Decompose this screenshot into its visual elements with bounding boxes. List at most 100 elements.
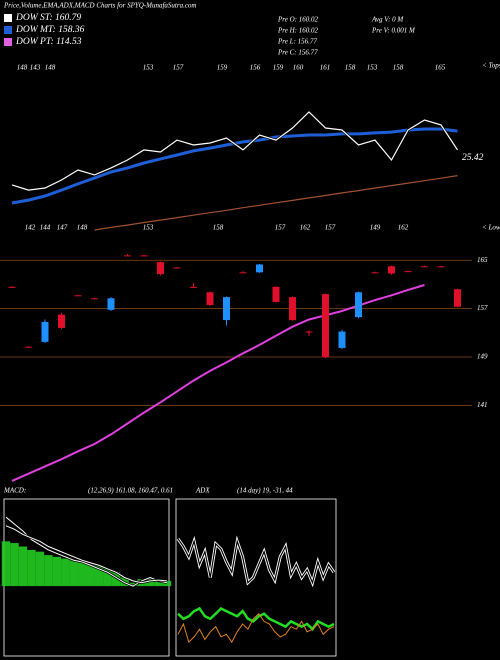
legend-swatch: [4, 38, 12, 46]
legend-label: DOW PT: 114.53: [15, 37, 82, 47]
candle-body: [58, 314, 65, 328]
legend-label: DOW MT: 158.36: [15, 25, 85, 35]
top-label: 161: [320, 64, 331, 72]
top-label: 159: [273, 64, 284, 72]
candle-body: [437, 266, 445, 268]
candle-body: [206, 292, 214, 305]
macd-label: (12,26,9) 161.08, 160.47, 0.61: [88, 487, 173, 495]
candle-body: [289, 297, 296, 321]
low-label: 147: [57, 224, 68, 232]
adx-line: [177, 612, 335, 644]
macd-histogram-bar: [162, 580, 172, 587]
stat: Pre C: 156.77: [277, 49, 318, 57]
low-label: 158: [213, 224, 224, 232]
candle-body: [256, 264, 263, 273]
candle-body: [272, 286, 280, 302]
macd-histogram-bar: [128, 582, 138, 587]
candle-body: [91, 298, 98, 300]
macd-histogram-bar: [27, 549, 36, 587]
candle-body: [305, 331, 313, 333]
y-tick-label: 141: [477, 401, 488, 409]
line: [11, 111, 459, 191]
legend-swatch: [4, 26, 12, 34]
stat: Avg V: 0 M: [371, 16, 404, 24]
adx-label: (14 day) 19, -31, 44: [237, 487, 293, 495]
low-label: 157: [325, 224, 336, 232]
candle-body: [355, 292, 362, 318]
macd-histogram-bar: [44, 555, 53, 587]
y-tick-label: 165: [477, 256, 488, 264]
candle-body: [25, 346, 32, 348]
candle-body: [140, 255, 148, 257]
top-label: 148: [17, 64, 28, 72]
stat: Pre L: 156.77: [277, 38, 317, 46]
candle-body: [41, 321, 49, 342]
legend-label: DOW ST: 160.79: [15, 13, 81, 23]
y-tick-label: 149: [477, 353, 488, 361]
macd-histogram-bar: [94, 565, 104, 587]
macd-histogram-bar: [86, 563, 95, 587]
top-label: 159: [217, 64, 228, 72]
candle-body: [322, 294, 329, 357]
candle-body: [173, 267, 181, 269]
macd-histogram-bar: [18, 546, 28, 587]
top-label: 157: [173, 64, 184, 72]
low-label: 153: [143, 224, 154, 232]
low-label: 142: [25, 224, 36, 232]
macd-histogram-bar: [69, 560, 79, 587]
adx-title: ADX: [195, 487, 210, 495]
top-label: 160: [293, 64, 304, 72]
macd-line: [5, 525, 168, 584]
low-label: 149: [370, 224, 381, 232]
macd-histogram-bar: [111, 572, 121, 587]
candle-body: [239, 272, 247, 274]
tops-label: < Tops: [482, 62, 500, 70]
candle-body: [190, 286, 197, 288]
candle-body: [388, 266, 395, 274]
adx-line: [177, 538, 335, 585]
macd-histogram-bar: [1, 541, 11, 587]
top-label: 148: [45, 64, 56, 72]
stat: Pre H: 160.02: [277, 27, 318, 35]
candle-body: [223, 297, 230, 321]
low-label: 144: [40, 224, 51, 232]
low-label: 148: [77, 224, 88, 232]
macd-histogram-bar: [103, 568, 112, 587]
candle-body: [124, 255, 131, 257]
top-label: 143: [30, 64, 41, 72]
y-tick-label: 157: [477, 304, 488, 312]
candle-body: [74, 295, 82, 297]
low-label: 157: [275, 224, 286, 232]
candle-body: [371, 272, 379, 274]
macd-histogram-bar: [78, 562, 87, 587]
stat: Pre V: 0.001 M: [371, 27, 416, 35]
annotation: 25.42: [462, 153, 484, 163]
candle-body: [421, 266, 428, 268]
page-title: Price,Volume,EMA,ADX,MACD Charts for SPY…: [3, 2, 196, 10]
candle-body: [8, 286, 16, 288]
lows-label: < Lows: [482, 224, 500, 232]
low-label: 162: [300, 224, 311, 232]
stat: Pre O: 160.02: [277, 16, 318, 24]
top-label: 158: [393, 64, 404, 72]
candle-body: [454, 289, 461, 307]
macd-histogram-bar: [154, 579, 163, 587]
candle-body: [107, 298, 115, 310]
macd-histogram-bar: [10, 543, 19, 587]
adx-panel: [175, 498, 337, 657]
top-label: 153: [367, 64, 378, 72]
macd-histogram-bar: [61, 558, 70, 587]
candle-body: [404, 271, 412, 273]
line: [94, 175, 458, 231]
top-label: 158: [345, 64, 356, 72]
macd-histogram-bar: [35, 551, 45, 587]
macd-histogram-bar: [52, 556, 62, 587]
top-label: 165: [435, 64, 446, 72]
top-label: 153: [143, 64, 154, 72]
candle-body: [157, 262, 164, 275]
legend-swatch: [4, 14, 12, 22]
macd-title: MACD:: [3, 487, 26, 495]
candle-body: [338, 331, 346, 348]
top-label: 156: [250, 64, 261, 72]
